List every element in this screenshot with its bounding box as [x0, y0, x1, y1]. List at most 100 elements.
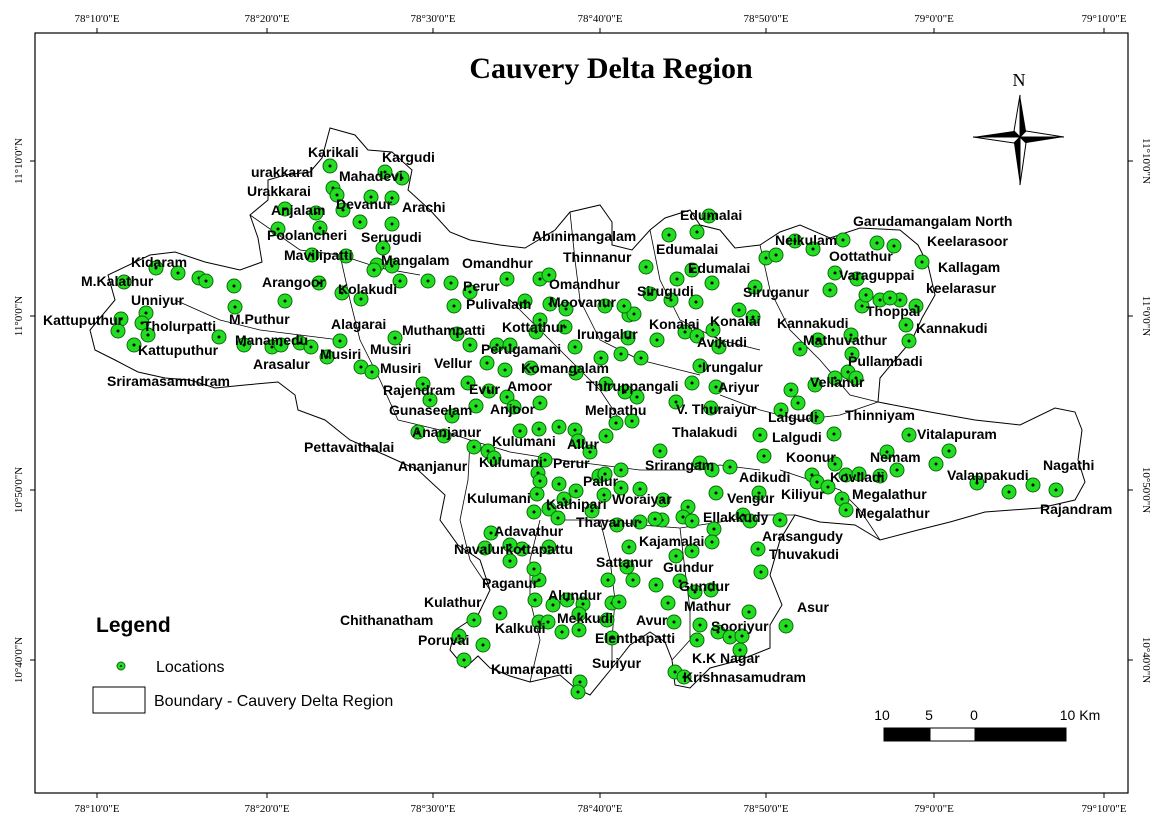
place-label: Irungalur: [577, 326, 638, 342]
location-point-center: [455, 332, 459, 336]
place-label: Moovanur: [549, 294, 616, 310]
location-point-center: [716, 630, 720, 634]
right-axis-label: 11°0'0"N: [1140, 296, 1152, 336]
location-point-center: [449, 281, 453, 285]
location-point-center: [898, 298, 902, 302]
place-label: Thiruppangali: [586, 378, 679, 394]
left-axis-label: 11°0'0"N: [13, 296, 25, 336]
location-point-center: [728, 635, 732, 639]
location-point-center: [623, 390, 627, 394]
place-label: Pulivalam: [466, 296, 531, 312]
place-label: Kallagam: [938, 259, 1000, 275]
location-point-center: [717, 345, 721, 349]
location-point-center: [495, 343, 499, 347]
location-point-center: [756, 547, 760, 551]
location-point-center: [204, 279, 208, 283]
place-label: Siruganur: [743, 284, 810, 300]
location-point-center: [1007, 490, 1011, 494]
place-label: Chithanatham: [340, 612, 433, 628]
right-axis-label: 10°50'0"N: [1140, 467, 1152, 513]
location-point-center: [813, 383, 817, 387]
location-point-center: [512, 405, 516, 409]
place-label: Ananjanur: [412, 424, 482, 440]
place-label: K.K Nagar: [692, 650, 760, 666]
location-point-center: [359, 365, 363, 369]
location-point-center: [359, 297, 363, 301]
place-label: M.Puthur: [229, 311, 290, 327]
location-point-center: [709, 588, 713, 592]
place-label: Avikudi: [697, 334, 747, 350]
location-point-center: [416, 430, 420, 434]
top-axis-label: 78°20'0"E: [244, 13, 289, 25]
place-label: Ariyur: [718, 379, 760, 395]
location-point-center: [462, 658, 466, 662]
place-label: Omandhur: [462, 255, 533, 271]
location-point-center: [547, 507, 551, 511]
location-point-center: [622, 304, 626, 308]
place-label: Urakkarai: [247, 183, 311, 199]
location-point-center: [625, 565, 629, 569]
place-label: Kajamalai: [639, 533, 704, 549]
place-label: Varaguppai: [839, 267, 914, 283]
location-point-center: [840, 497, 844, 501]
location-point-center: [176, 271, 180, 275]
location-point-center: [678, 579, 682, 583]
place-label: M.Kalathur: [81, 273, 154, 289]
place-labels: Karikali Kargudi urakkaral Mahadevi Urak…: [43, 144, 1112, 685]
place-label: Arasalur: [253, 356, 310, 372]
location-point-center: [232, 284, 236, 288]
scale-label: 5: [925, 707, 933, 723]
top-axis-label: 79°0'0"E: [914, 13, 954, 25]
location-point-center: [452, 304, 456, 308]
place-label: Pullambadi: [848, 353, 923, 369]
location-point-center: [538, 277, 542, 281]
place-label: Nemam: [870, 449, 921, 465]
place-label: Adikudi: [739, 469, 790, 485]
place-label: Garudamangalam North: [853, 213, 1012, 229]
location-point-center: [492, 456, 496, 460]
location-point-center: [690, 549, 694, 553]
location-point-center: [615, 523, 619, 527]
place-label: Tholurpatti: [143, 318, 216, 334]
bottom-axis-label: 78°40'0"E: [577, 803, 622, 815]
location-point-center: [310, 253, 314, 257]
place-label: keelarasur: [926, 280, 997, 296]
location-point-center: [481, 643, 485, 647]
place-label: Kulumani: [479, 454, 543, 470]
location-point-center: [474, 404, 478, 408]
location-point-center: [590, 509, 594, 513]
place-label: Kidaram: [131, 254, 187, 270]
location-point-center: [885, 450, 889, 454]
location-point-center: [816, 338, 820, 342]
place-label: Konalai: [649, 316, 700, 332]
location-point-center: [737, 308, 741, 312]
place-label: Nagathi: [1043, 457, 1094, 473]
location-point-center: [605, 618, 609, 622]
location-point-center: [398, 279, 402, 283]
place-label: Koviladi: [830, 469, 884, 485]
place-label: Vitalapuram: [917, 426, 997, 442]
location-point-center: [457, 634, 461, 638]
location-point-center: [841, 238, 845, 242]
location-point-center: [532, 510, 536, 514]
place-label: Edumalai: [688, 260, 750, 276]
location-point-center: [757, 491, 761, 495]
place-label: Kattuputhur: [43, 312, 124, 328]
location-point-center: [116, 329, 120, 333]
location-point-center: [764, 256, 768, 260]
location-point-center: [811, 247, 815, 251]
place-label: Kattuputhur: [138, 342, 219, 358]
left-axis-label: 10°50'0"N: [13, 467, 25, 513]
location-point-center: [907, 339, 911, 343]
location-point-center: [557, 425, 561, 429]
location-point-center: [146, 333, 150, 337]
location-point-center: [520, 547, 524, 551]
location-point-center: [904, 323, 908, 327]
place-label: Mahadevi: [339, 168, 403, 184]
location-point-center: [576, 690, 580, 694]
location-point-center: [393, 336, 397, 340]
place-label: Krishnasamudram: [683, 669, 806, 685]
location-point-center: [233, 305, 237, 309]
place-label: Valappakudi: [947, 467, 1029, 483]
